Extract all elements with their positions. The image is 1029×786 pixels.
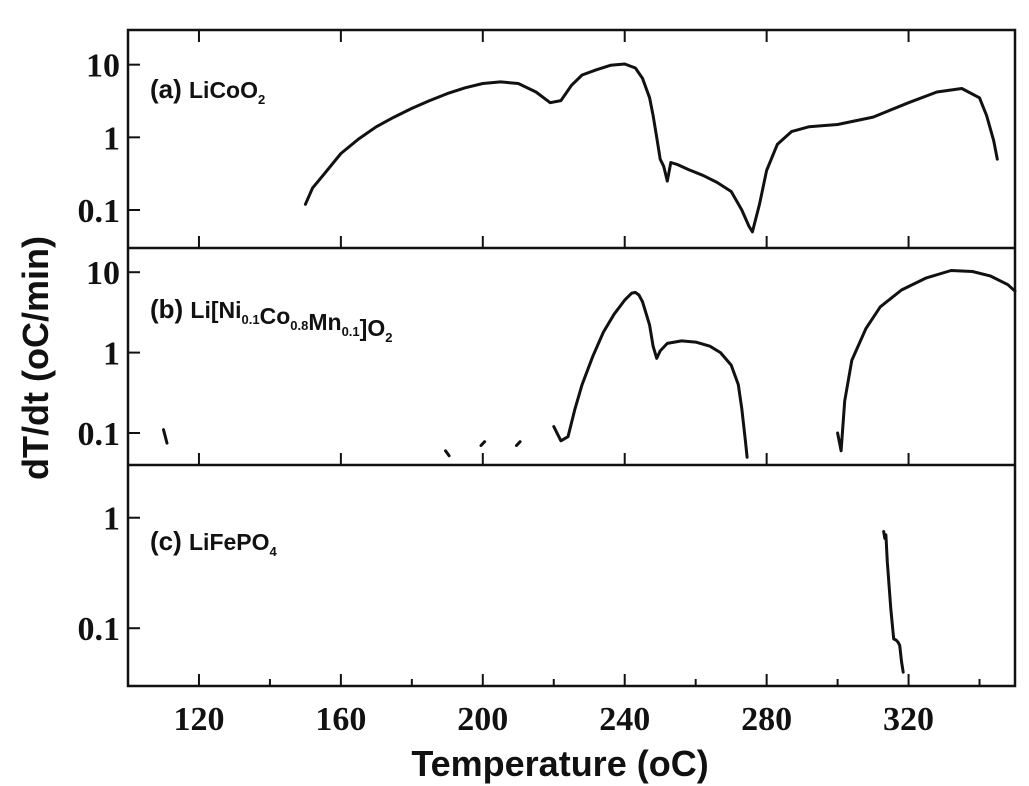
x-tick-label: 200 (457, 701, 508, 738)
panel-label-a: (a) LiCoO2 (150, 74, 265, 107)
series-line-b-2 (444, 449, 451, 458)
y-tick-label: 10 (86, 255, 120, 292)
plot-frame (126, 28, 1017, 688)
x-tick-label: 320 (883, 701, 934, 738)
x-axis: 120 160 200 240 280 320 (127, 30, 981, 738)
y-tick-label: 0.1 (78, 193, 121, 230)
panels: 0.1 1 10 (a) LiCoO2 0.1 1 10 (b) Li[Ni0.1Co0.8M… (78, 48, 1017, 674)
series-line-b-6 (836, 269, 1017, 453)
series-line-a-1 (303, 62, 999, 234)
x-tick-label: 160 (315, 701, 366, 738)
x-tick-label: 120 (173, 701, 224, 738)
x-axis-title: Temperature (oC) (411, 743, 708, 784)
series-line-b-5 (552, 290, 749, 459)
panel-b: 0.1 1 10 (b) Li[Ni0.1Co0.8Mn0.1]O2 (78, 255, 1017, 459)
series-line-c-1 (882, 530, 905, 674)
y-axis-title: dT/dt (oC/min) (15, 236, 56, 480)
y-tick-label: 1 (103, 120, 120, 157)
panel-label-c: (c) LiFePO4 (150, 526, 278, 559)
series-line-b-4 (515, 440, 522, 447)
y-tick-label: 0.1 (78, 416, 121, 453)
x-tick-label: 240 (599, 701, 650, 738)
y-tick-label: 0.1 (78, 611, 121, 648)
panel-label-b: (b) Li[Ni0.1Co0.8Mn0.1]O2 (150, 294, 392, 345)
panel-c: 0.1 1 (c) LiFePO4 (78, 501, 905, 674)
y-tick-label: 1 (103, 501, 120, 538)
series-line-b-1 (162, 428, 169, 445)
panel-a: 0.1 1 10 (a) LiCoO2 (78, 48, 999, 234)
series-line-b-3 (479, 440, 487, 447)
y-tick-label: 10 (86, 48, 120, 85)
x-tick-label: 280 (741, 701, 792, 738)
y-tick-label: 1 (103, 336, 120, 373)
